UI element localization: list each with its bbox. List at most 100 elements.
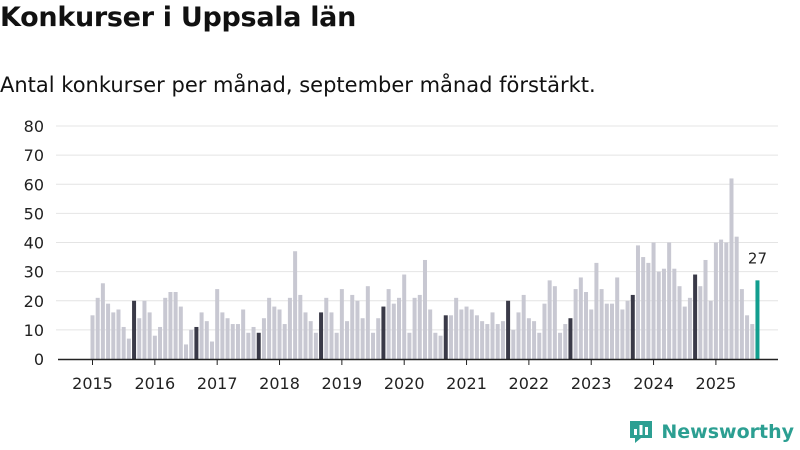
x-tick-label: 2025 [696,374,737,393]
bar [397,297,402,359]
bar [298,294,303,359]
bar [454,297,459,359]
bar [95,297,100,359]
bar [163,297,168,359]
bar [490,312,495,359]
bar [355,300,360,359]
bar [635,245,640,359]
x-tick-label: 2016 [134,374,175,393]
bar [698,286,703,359]
bar [225,318,230,359]
bar [526,318,531,359]
x-tick-label: 2017 [197,374,238,393]
bar [516,312,521,359]
bar [412,297,417,359]
bar [719,239,724,359]
y-tick-label: 80 [24,117,44,136]
bar [729,178,734,359]
bar [241,309,246,359]
bar [485,324,490,359]
y-tick-label: 30 [24,263,44,282]
bar [329,312,334,359]
bar [734,236,739,359]
bar [568,318,573,359]
bar [651,242,656,359]
bar [739,289,744,359]
bar [184,344,189,359]
y-tick-label: 20 [24,292,44,311]
bar [256,332,261,359]
bar [422,259,427,359]
bar [350,294,355,359]
bar [365,286,370,359]
bar [308,321,313,359]
bar [386,289,391,359]
bar [147,312,152,359]
bar [656,271,661,359]
bar [345,321,350,359]
bar [324,297,329,359]
bar [381,306,386,359]
bar [630,294,635,359]
bar [313,332,318,359]
bar [272,306,277,359]
chart-title: Konkurser i Uppsala län [0,2,357,33]
bar [443,315,448,359]
y-tick-label: 50 [24,204,44,223]
bar [417,294,422,359]
bar [667,242,672,359]
bar [646,262,651,359]
bar [303,312,308,359]
bar [578,277,583,359]
bar [552,286,557,359]
x-tick-label: 2019 [322,374,363,393]
bar [547,280,552,359]
bar [158,326,163,359]
bar [677,286,682,359]
bar [282,324,287,359]
bar [116,309,121,359]
x-tick-label: 2021 [446,374,487,393]
bar [267,297,272,359]
bar [277,309,282,359]
bar [469,309,474,359]
x-tick-label: 2018 [259,374,300,393]
bar [199,312,204,359]
bar [464,306,469,359]
bar [500,321,505,359]
bar [339,289,344,359]
bar [178,306,183,359]
bar [293,251,298,359]
x-tick-label: 2024 [633,374,674,393]
bar [106,303,111,359]
bar [563,324,568,359]
last-value-label: 27 [748,249,767,267]
bar [251,326,256,359]
bar [402,274,407,359]
bar [126,338,131,359]
bar [620,309,625,359]
bar [132,300,137,359]
bar [584,292,589,359]
bar [708,300,713,359]
bar [511,329,516,359]
bar [111,312,116,359]
bar [376,318,381,359]
bar [100,283,105,359]
y-tick-label: 0 [34,350,44,369]
bar [433,332,438,359]
bar [703,259,708,359]
bar [371,332,376,359]
bar [625,300,630,359]
bar [90,315,95,359]
bar [682,306,687,359]
bar [542,303,547,359]
bar [615,277,620,359]
bar [558,332,563,359]
bar [319,312,324,359]
bar [750,324,755,359]
bar [194,326,199,359]
bar [506,300,511,359]
bar [215,289,220,359]
bar [189,329,194,359]
